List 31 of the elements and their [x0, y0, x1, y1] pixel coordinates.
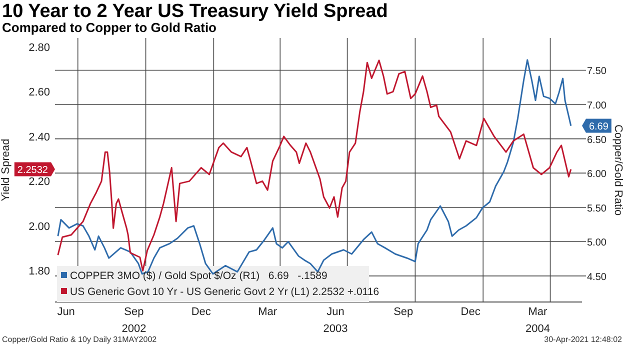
- data-label: 6.69: [588, 121, 609, 132]
- y-tick-label: 2.20: [28, 176, 50, 188]
- text: 30-Apr-2021 12:48:02: [544, 335, 623, 344]
- x-tick-label: Dec: [460, 306, 481, 318]
- y-tick-label: 1.80: [28, 266, 50, 278]
- x-tick-label: Dec: [191, 306, 212, 318]
- y2-tick-label: 7.50: [587, 66, 607, 78]
- legend-label: COPPER 3MO ($) / Gold Spot $/Oz (R1) 6.69 -.1589: [70, 270, 328, 282]
- x-tick-label: Mar: [258, 306, 278, 318]
- y-tick-label: 2.40: [28, 131, 50, 144]
- y-tick-label: 2.80: [28, 42, 50, 54]
- y2-tick-label: 5.50: [587, 203, 607, 214]
- annotation: 2.2532: [17, 164, 48, 176]
- x-tick-label: Mar 2004: [525, 306, 550, 335]
- y2-axis-title: Copper/Gold Ratio: [612, 124, 624, 216]
- chart-title: 10 Year to 2 Year US Treasury Yield Spread: [2, 1, 388, 22]
- x-tick-label: Sep: [394, 306, 414, 318]
- y2-tick-label: 6.00: [587, 169, 607, 180]
- y2-tick-label: 7.00: [587, 100, 607, 112]
- y2-tick-label: 5.00: [587, 238, 607, 249]
- x-tick-label: Sep 2002: [122, 306, 146, 335]
- y-tick-label: 2.60: [28, 86, 50, 99]
- y2-tick-label: 4.50: [587, 272, 607, 283]
- x-tick-label: Jun: [57, 306, 75, 318]
- x-tick-label: Jun 2003: [323, 306, 348, 335]
- y2-tick-label: 6.50: [587, 134, 607, 146]
- y-axis-title: Yield Spread: [0, 138, 12, 202]
- y-tick-label: 2.00: [28, 220, 50, 233]
- legend-label: US Generic Govt 10 Yr - US Generic Govt 2 Yr (L1) 2.2532 +.0116: [70, 286, 380, 298]
- chart-subtitle: Compared to Copper to Gold Ratio: [2, 20, 217, 35]
- text: Copper/Gold Ratio & 10y Daily 31MAY2002: [2, 335, 158, 344]
